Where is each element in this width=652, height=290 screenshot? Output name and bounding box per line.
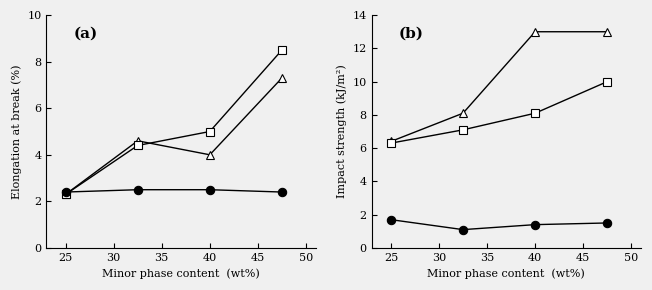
- Y-axis label: Elongation at break (%): Elongation at break (%): [11, 64, 22, 199]
- X-axis label: Minor phase content  (wt%): Minor phase content (wt%): [102, 268, 260, 279]
- Text: (a): (a): [73, 27, 98, 41]
- Text: (b): (b): [398, 27, 424, 41]
- X-axis label: Minor phase content  (wt%): Minor phase content (wt%): [428, 268, 585, 279]
- Y-axis label: Impact strength (kJ/m²): Impact strength (kJ/m²): [336, 65, 347, 198]
